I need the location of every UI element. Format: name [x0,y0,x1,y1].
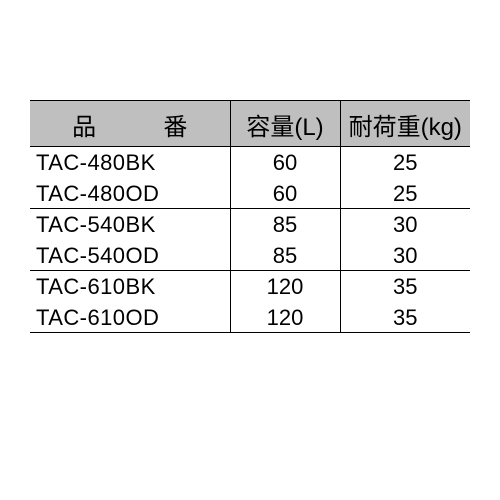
table-row: TAC-610OD 120 35 [30,302,470,333]
spec-table: 品 番 容量(L) 耐荷重(kg) TAC-480BK 60 25 TAC-48… [30,100,470,333]
table-row: TAC-540BK 85 30 [30,209,470,240]
table-header-row: 品 番 容量(L) 耐荷重(kg) [30,101,470,147]
col-header-capacity: 容量(L) [230,101,340,147]
table-row: TAC-480OD 60 25 [30,178,470,209]
table-row: TAC-480BK 60 25 [30,147,470,178]
cell-capacity: 120 [230,271,340,302]
table-body: TAC-480BK 60 25 TAC-480OD 60 25 TAC-540B… [30,147,470,333]
cell-part-number: TAC-540BK [30,209,230,240]
cell-capacity: 60 [230,178,340,209]
cell-load: 30 [340,209,470,240]
col-header-part-number: 品 番 [30,101,230,147]
cell-load: 35 [340,271,470,302]
cell-capacity: 85 [230,209,340,240]
cell-part-number: TAC-540OD [30,240,230,271]
cell-load: 25 [340,178,470,209]
cell-part-number: TAC-610BK [30,271,230,302]
cell-part-number: TAC-480OD [30,178,230,209]
cell-part-number: TAC-610OD [30,302,230,333]
table-row: TAC-540OD 85 30 [30,240,470,271]
col-header-load: 耐荷重(kg) [340,101,470,147]
cell-load: 25 [340,147,470,178]
cell-load: 30 [340,240,470,271]
cell-capacity: 60 [230,147,340,178]
table-row: TAC-610BK 120 35 [30,271,470,302]
cell-part-number: TAC-480BK [30,147,230,178]
cell-capacity: 85 [230,240,340,271]
spec-table-container: 品 番 容量(L) 耐荷重(kg) TAC-480BK 60 25 TAC-48… [30,100,470,333]
cell-capacity: 120 [230,302,340,333]
cell-load: 35 [340,302,470,333]
